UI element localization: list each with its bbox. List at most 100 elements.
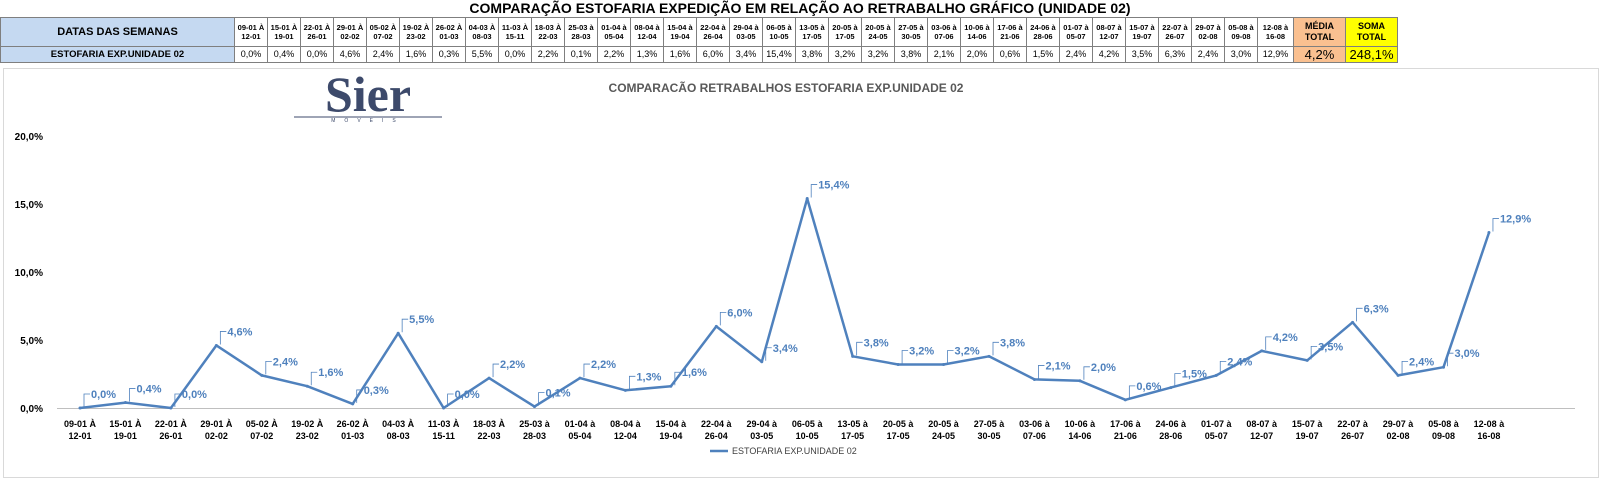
data-label: 2,4% [1227,356,1252,368]
data-label: 1,6% [682,367,707,379]
x-tick-label: 16-08 [1477,431,1500,441]
week-header: 08-04 à 12-04 [630,17,664,47]
label-leader [356,389,363,403]
x-tick-label: 12-07 [1250,431,1273,441]
week-header: 08-07 à 12-07 [1092,17,1126,47]
logo-subtext: MÓVEIS [331,117,404,123]
week-value: 0,0% [234,46,268,63]
y-tick-label: 20,0% [15,132,43,143]
label-leader [1265,336,1272,350]
week-header: 26-02 À 01-03 [432,17,466,47]
x-tick-label: 11-03 À [428,419,460,429]
data-point [305,384,309,388]
week-value: 3,5% [1125,46,1159,63]
label-leader [947,350,954,364]
data-label: 3,0% [1455,348,1480,360]
label-leader [583,363,590,378]
data-point [623,388,627,392]
x-tick-label: 15-01 À [109,419,142,429]
label-leader [1219,360,1227,375]
data-point [805,197,809,201]
data-point [1214,373,1218,377]
data-point [533,405,536,409]
label-leader [901,350,909,364]
x-tick-label: 12-04 [614,431,637,441]
x-tick-label: 05-08 à [1428,419,1460,429]
x-tick-label: 01-04 à [565,419,597,429]
x-tick-label: 21-06 [1114,431,1137,441]
data-table: DATAS DAS SEMANAS 09-01 À 12-01 15-01 À 19-… [0,17,1398,63]
week-header: 18-03 À 22-03 [531,17,565,47]
data-point [1351,320,1355,324]
week-header: 20-05 à 17-05 [828,17,862,47]
week-header: 15-04 à 19-04 [663,17,697,47]
x-tick-label: 26-01 [159,431,182,441]
label-leader [492,363,500,378]
label-leader [174,393,181,407]
x-tick-label: 19-02 À [291,419,324,429]
data-point [1396,373,1400,377]
table-value-row: ESTOFARIA EXP.UNIDADE 02 0,0% 0,4% 0,0% 4,6… [0,46,1398,63]
week-header: 01-04 à 05-04 [597,17,631,47]
x-tick-label: 15-11 [432,431,455,441]
x-tick-label: 22-03 [478,431,501,441]
x-tick-label: 04-03 À [382,419,415,429]
soma-header: SOMA TOTAL [1345,17,1398,47]
x-tick-label: 08-03 [387,431,410,441]
label-leader [1174,373,1181,387]
x-tick-label: 09-01 À [64,419,97,429]
label-leader [719,311,727,326]
data-label: 2,4% [1409,356,1434,368]
x-tick-label: 08-07 à [1246,419,1278,429]
data-label: 3,4% [773,343,798,355]
logo-text: Sier [325,71,411,122]
week-header: 10-06 à 14-06 [960,17,994,47]
data-point [214,343,218,347]
label-leader [1401,360,1409,375]
label-leader [83,393,90,407]
week-value: 2,0% [960,46,994,63]
row-label: ESTOFARIA EXP.UNIDADE 02 [0,46,235,63]
x-tick-label: 18-03 À [473,419,506,429]
data-point [78,406,82,410]
data-point [260,373,264,377]
label-leader [1038,365,1045,379]
week-header: 29-01 À 02-02 [333,17,367,47]
label-leader [810,184,818,198]
label-leader [401,318,409,333]
data-point [851,354,855,358]
week-header: 17-06 à 21-06 [993,17,1027,47]
data-label: 4,6% [227,326,252,338]
data-label: 0,1% [546,388,571,400]
label-leader [1492,218,1499,232]
label-leader [1310,345,1318,360]
week-header: 27-05 à 30-05 [894,17,928,47]
data-label: 1,6% [318,367,343,379]
data-point [896,362,900,366]
data-label: 3,8% [864,337,889,349]
x-tick-label: 29-04 à [746,419,778,429]
y-tick-label: 0,0% [20,404,43,415]
x-tick-label: 13-05 à [837,419,869,429]
week-header: 25-03 à 28-03 [564,17,598,47]
data-point [442,406,446,410]
week-value: 12,9% [1257,46,1294,63]
data-label: 2,0% [1091,362,1116,374]
label-leader [219,331,227,345]
label-leader [538,392,545,406]
week-header: 22-04 à 26-04 [696,17,730,47]
x-tick-label: 19-07 [1296,431,1319,441]
data-point [351,402,355,406]
x-tick-label: 19-01 [114,431,137,441]
x-tick-label: 30-05 [977,431,1000,441]
data-point [760,360,764,364]
data-point [169,406,173,410]
data-point [942,362,946,366]
data-label: 1,3% [636,371,661,383]
x-tick-label: 22-07 à [1337,419,1369,429]
data-label: 3,2% [955,345,980,357]
week-value: 6,3% [1158,46,1192,63]
x-tick-label: 26-07 [1341,431,1364,441]
data-label: 3,8% [1000,337,1025,349]
